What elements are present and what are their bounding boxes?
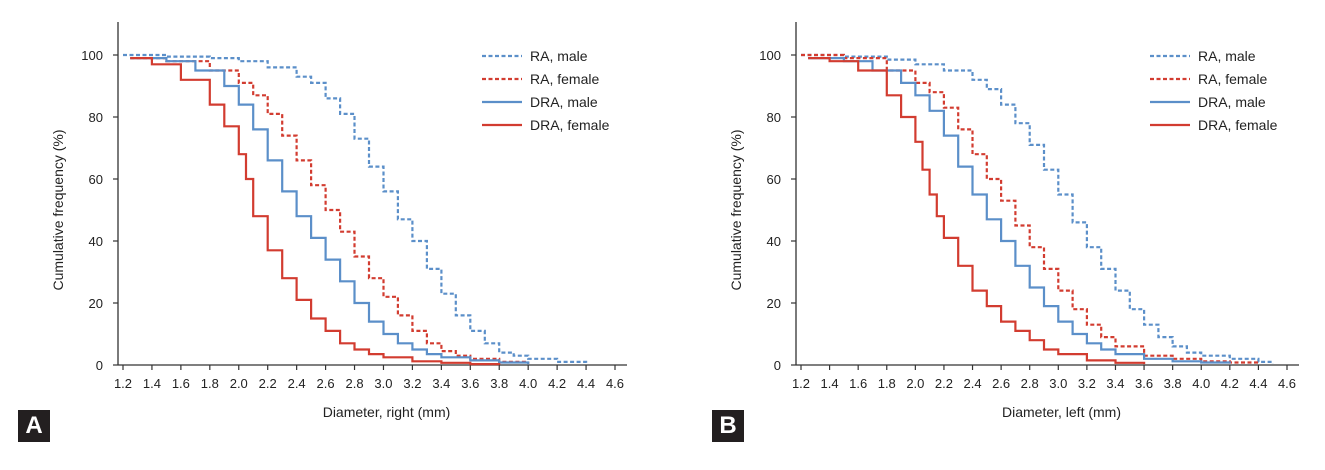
series-line-ra-female <box>130 57 530 364</box>
y-tick-label: 40 <box>767 234 781 249</box>
legend-label-dra-female: DRA, female <box>530 117 610 133</box>
x-tick-label: 2.4 <box>288 376 306 391</box>
legend-label-ra-female: RA, female <box>1198 71 1267 87</box>
series-line-ra-male <box>123 53 588 364</box>
x-tick-label: 3.2 <box>403 376 421 391</box>
x-tick-label: 2.0 <box>906 376 924 391</box>
x-tick-label: 3.4 <box>1106 376 1124 391</box>
y-axis-label: Cumulative frequency (%) <box>728 129 744 290</box>
x-tick-label: 2.4 <box>963 376 981 391</box>
series-line-ra-female <box>801 53 1260 364</box>
y-tick-label: 80 <box>89 110 103 125</box>
series-line-ra-male <box>801 53 1274 364</box>
y-tick-label: 100 <box>759 48 781 63</box>
x-tick-label: 4.4 <box>1249 376 1267 391</box>
x-tick-label: 2.8 <box>1021 376 1039 391</box>
x-tick-label: 3.8 <box>490 376 508 391</box>
chart-panel-a: 1.2 1.4 1.6 1.8 2.0 2.2 2.4 2.6 2.8 3.0 3.2 3.4 3.6 3… <box>50 22 627 420</box>
y-tick-label: 40 <box>89 234 103 249</box>
y-tick-label: 60 <box>767 172 781 187</box>
x-tick-label: 2.2 <box>935 376 953 391</box>
x-tick-label: 1.8 <box>878 376 896 391</box>
y-tick-label: 0 <box>96 358 103 373</box>
x-tick-label: 2.6 <box>317 376 335 391</box>
legend-label-ra-male: RA, male <box>1198 48 1256 64</box>
series-line-dra-female <box>130 57 501 366</box>
x-tick-label: 3.6 <box>1135 376 1153 391</box>
legend-label-ra-female: RA, female <box>530 71 599 87</box>
legend-label-dra-male: DRA, male <box>530 94 598 110</box>
y-tick-label: 80 <box>767 110 781 125</box>
legend-label-dra-female: DRA, female <box>1198 117 1278 133</box>
x-tick-label: 1.2 <box>114 376 132 391</box>
x-tick-label: 2.8 <box>345 376 363 391</box>
x-tick-label: 3.0 <box>1049 376 1067 391</box>
panel-label-a: A <box>18 410 50 442</box>
x-tick-label: 1.6 <box>849 376 867 391</box>
x-tick-label: 1.4 <box>821 376 839 391</box>
x-tick-label: 1.6 <box>172 376 190 391</box>
x-tick-label: 4.0 <box>519 376 537 391</box>
chart-panel-b: 1.2 1.4 1.6 1.8 2.0 2.2 2.4 2.6 2.8 3.0 3.2 3.4 3.6 3… <box>728 22 1299 420</box>
x-tick-label: 3.2 <box>1078 376 1096 391</box>
y-tick-label: 20 <box>89 296 103 311</box>
x-tick-label: 2.2 <box>259 376 277 391</box>
legend-label-dra-male: DRA, male <box>1198 94 1266 110</box>
series-line-dra-male <box>808 57 1231 364</box>
x-tick-label: 4.0 <box>1192 376 1210 391</box>
legend-label-ra-male: RA, male <box>530 48 588 64</box>
x-tick-label: 4.2 <box>1221 376 1239 391</box>
x-tick-label: 4.6 <box>606 376 624 391</box>
x-tick-label: 3.0 <box>374 376 392 391</box>
x-tick-label: 2.0 <box>230 376 248 391</box>
x-tick-label: 3.4 <box>432 376 450 391</box>
x-tick-label: 3.6 <box>461 376 479 391</box>
series-line-dra-female <box>808 57 1146 365</box>
x-tick-label: 4.2 <box>548 376 566 391</box>
y-tick-label: 20 <box>767 296 781 311</box>
y-tick-label: 0 <box>774 358 781 373</box>
x-tick-label: 3.8 <box>1164 376 1182 391</box>
x-tick-label: 1.8 <box>201 376 219 391</box>
panel-label-b: B <box>712 410 744 442</box>
x-tick-label: 2.6 <box>992 376 1010 391</box>
x-axis-label: Diameter, right (mm) <box>323 404 451 420</box>
y-tick-label: 60 <box>89 172 103 187</box>
x-tick-label: 4.4 <box>577 376 595 391</box>
y-tick-label: 100 <box>81 48 103 63</box>
x-axis-label: Diameter, left (mm) <box>1002 404 1121 420</box>
x-tick-label: 1.2 <box>792 376 810 391</box>
x-tick-label: 1.4 <box>143 376 161 391</box>
x-tick-label: 4.6 <box>1278 376 1296 391</box>
y-axis-label: Cumulative frequency (%) <box>50 129 66 290</box>
series-line-dra-male <box>130 57 530 365</box>
